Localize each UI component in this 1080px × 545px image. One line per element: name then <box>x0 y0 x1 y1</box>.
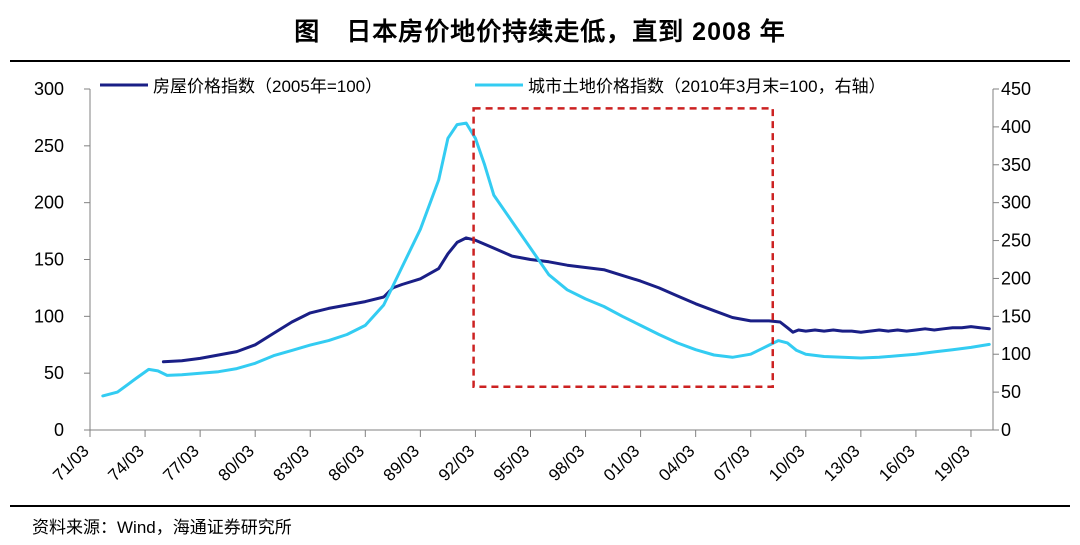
y-right-tick-label: 50 <box>1001 382 1021 402</box>
y-right-tick-label: 250 <box>1001 231 1031 251</box>
y-left-tick-label: 150 <box>34 250 64 270</box>
y-left-tick-label: 200 <box>34 193 64 213</box>
chart-area: 0 50 100 150 200 250 300 0 50 100 150 200 250 300 350 4… <box>0 62 1080 502</box>
y-right-tick-label: 0 <box>1001 420 1011 440</box>
x-tick-label: 92/03 <box>435 441 479 485</box>
highlight-layer <box>472 107 775 389</box>
x-tick-label: 98/03 <box>545 441 589 485</box>
source-bar: 资料来源：Wind，海通证券研究所 <box>10 505 1070 545</box>
x-tick-label: 10/03 <box>765 441 809 485</box>
highlight-box <box>472 107 775 389</box>
line-chart: 0 50 100 150 200 250 300 0 50 100 150 200 250 300 350 4… <box>34 77 1031 485</box>
x-tick-label: 71/03 <box>49 441 93 485</box>
x-tick-label: 95/03 <box>490 441 534 485</box>
x-tick-label: 80/03 <box>214 441 258 485</box>
chart-title: 图 日本房价地价持续走低，直到 2008 年 <box>294 18 786 46</box>
legend-house-label: 房屋价格指数（2005年=100） <box>153 77 382 96</box>
source-note: 资料来源：Wind，海通证券研究所 <box>32 518 292 537</box>
legend: 房屋价格指数（2005年=100） 城市土地价格指数（2010年3月末=100，… <box>100 77 886 96</box>
x-tick-label: 13/03 <box>820 441 864 485</box>
y-right-tick-label: 450 <box>1001 79 1031 99</box>
x-tick-label: 07/03 <box>710 441 754 485</box>
y-right-tick-label: 100 <box>1001 344 1031 364</box>
y-right-tick-label: 300 <box>1001 193 1031 213</box>
x-tick-label: 86/03 <box>325 441 369 485</box>
x-tick-label: 19/03 <box>930 441 974 485</box>
x-tick-label: 77/03 <box>159 441 203 485</box>
series-house-price-line <box>161 236 991 364</box>
y-right-tick-label: 200 <box>1001 268 1031 288</box>
series-land-price-line <box>101 121 991 398</box>
y-left-tick-label: 0 <box>54 420 64 440</box>
y-right-tick-label: 150 <box>1001 306 1031 326</box>
y-right-tick-label: 400 <box>1001 117 1031 137</box>
x-tick-label: 16/03 <box>875 441 919 485</box>
axes-layer: 0 50 100 150 200 250 300 0 50 100 150 200 250 300 350 4… <box>34 79 1031 485</box>
legend-land-label: 城市土地价格指数（2010年3月末=100，右轴） <box>528 77 886 96</box>
y-left-tick-label: 300 <box>34 79 64 99</box>
y-left-tick-label: 100 <box>34 306 64 326</box>
x-tick-label: 74/03 <box>104 441 148 485</box>
series-layer <box>101 121 991 398</box>
x-tick-label: 89/03 <box>380 441 424 485</box>
y-left-tick-label: 50 <box>44 363 64 383</box>
chart-title-bar: 图 日本房价地价持续走低，直到 2008 年 <box>10 0 1070 62</box>
x-tick-label: 04/03 <box>655 441 699 485</box>
x-tick-label: 83/03 <box>270 441 314 485</box>
y-left-tick-label: 250 <box>34 136 64 156</box>
y-right-tick-label: 350 <box>1001 155 1031 175</box>
x-tick-label: 01/03 <box>600 441 644 485</box>
